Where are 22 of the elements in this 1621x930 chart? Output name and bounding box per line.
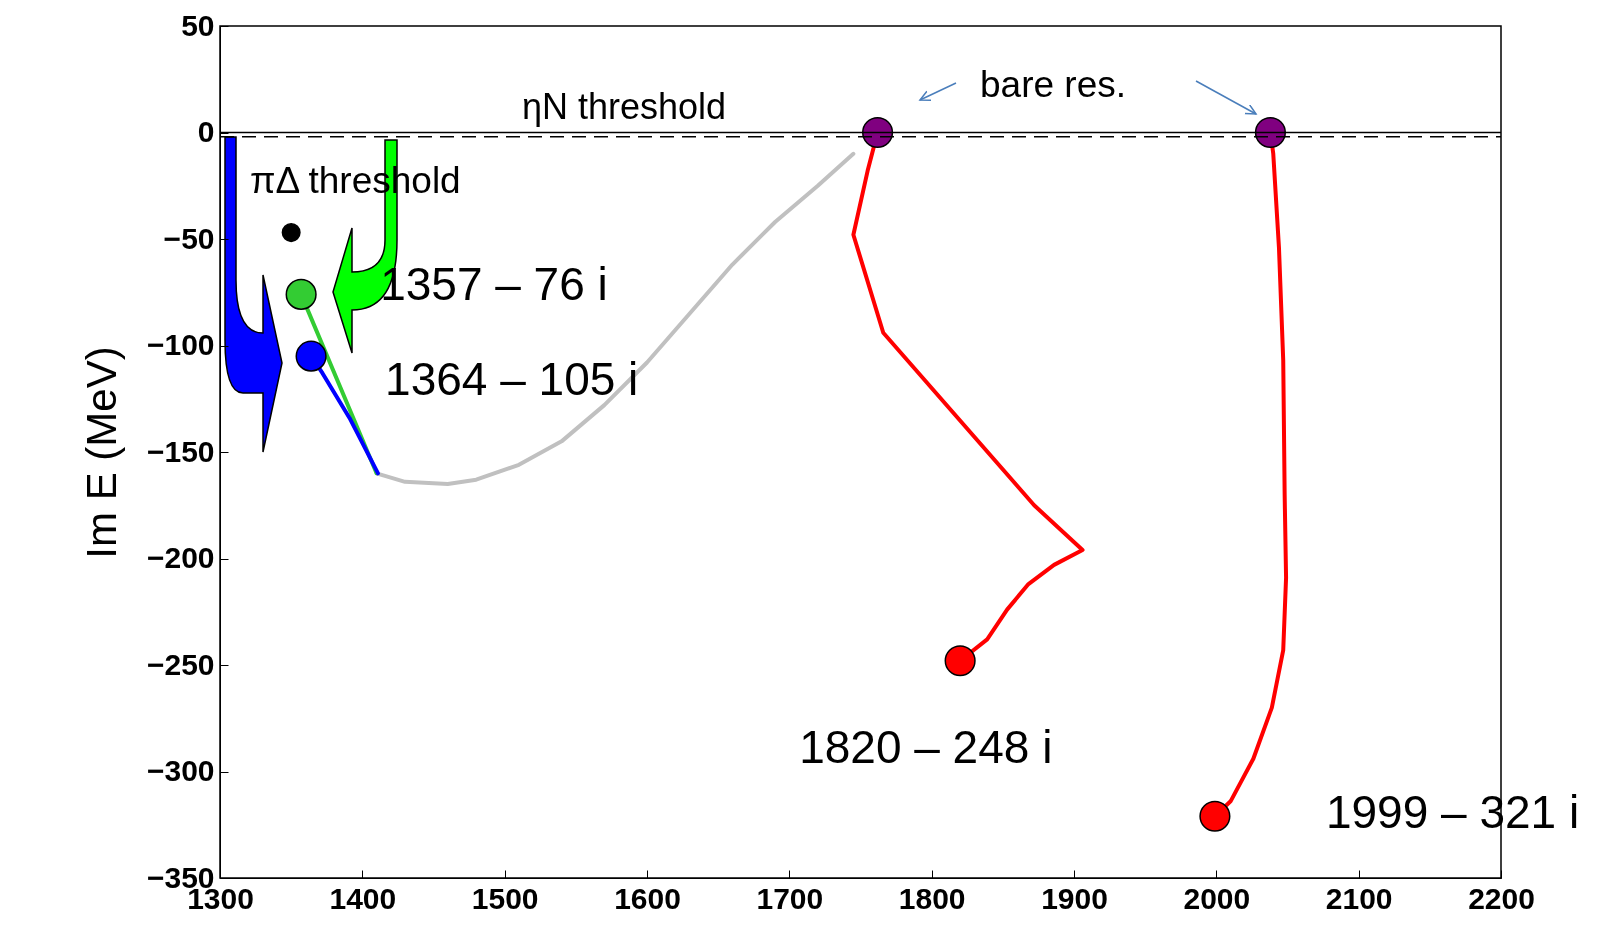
x-tick-label: 2000 — [1183, 881, 1251, 915]
x-tick-label: 1700 — [756, 881, 824, 915]
x-tick-label: 2100 — [1325, 881, 1393, 915]
x-tick-label: 2200 — [1468, 881, 1535, 915]
y-tick-label: −200 — [146, 541, 215, 574]
y-tick-label: −150 — [146, 434, 215, 468]
y-tick-label: −50 — [163, 221, 215, 255]
y-tick-label: −250 — [146, 647, 215, 681]
x-tick-label: 1800 — [898, 881, 966, 915]
x-tick-label: 1600 — [614, 881, 681, 915]
y-tick-label: −100 — [146, 328, 215, 361]
ref-line-label: ηN threshold — [522, 85, 727, 127]
annotation: 1820 – 248 i — [799, 720, 1053, 773]
annotation: 1364 – 105 i — [385, 353, 639, 406]
y-tick-label: 50 — [181, 8, 215, 42]
y-tick-label: 0 — [197, 115, 215, 148]
y-axis-title: Im E (MeV) — [77, 346, 125, 559]
x-tick-label: 1900 — [1041, 881, 1108, 915]
y-tick-label: −300 — [146, 754, 215, 787]
x-tick-label: 1500 — [471, 881, 539, 915]
x-tick-label: 1400 — [329, 881, 397, 915]
annotation: bare res. — [980, 64, 1127, 105]
